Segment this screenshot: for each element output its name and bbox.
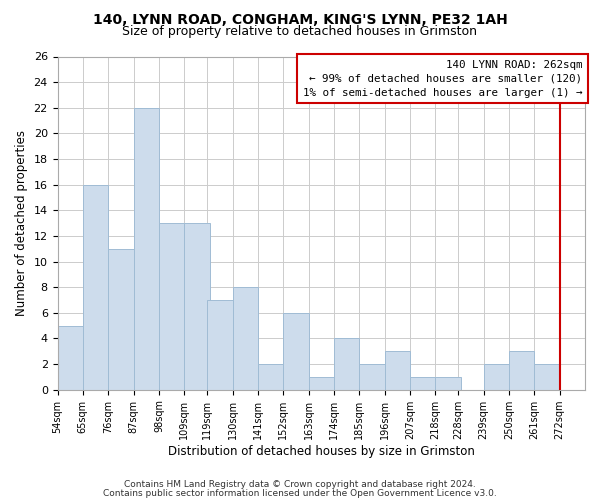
Bar (535, 364, 560, 390)
Bar (134, 108, 159, 390)
Bar (334, 338, 359, 390)
Bar (385, 352, 410, 390)
Text: 140 LYNN ROAD: 262sqm
← 99% of detached houses are smaller (120)
1% of semi-deta: 140 LYNN ROAD: 262sqm ← 99% of detached … (303, 60, 583, 98)
Bar (435, 377, 461, 390)
Bar (58, 326, 83, 390)
Bar (108, 248, 134, 390)
Bar (509, 352, 535, 390)
Bar (207, 300, 233, 390)
Text: Contains public sector information licensed under the Open Government Licence v3: Contains public sector information licen… (103, 488, 497, 498)
Bar (359, 364, 385, 390)
Bar (484, 364, 509, 390)
X-axis label: Distribution of detached houses by size in Grimston: Distribution of detached houses by size … (168, 444, 475, 458)
Bar (308, 377, 334, 390)
Bar (184, 223, 209, 390)
Bar (83, 184, 108, 390)
Bar (410, 377, 435, 390)
Text: 140, LYNN ROAD, CONGHAM, KING'S LYNN, PE32 1AH: 140, LYNN ROAD, CONGHAM, KING'S LYNN, PE… (92, 12, 508, 26)
Bar (283, 313, 308, 390)
Text: Contains HM Land Registry data © Crown copyright and database right 2024.: Contains HM Land Registry data © Crown c… (124, 480, 476, 489)
Bar (159, 223, 184, 390)
Bar (233, 287, 258, 390)
Bar (258, 364, 283, 390)
Y-axis label: Number of detached properties: Number of detached properties (15, 130, 28, 316)
Text: Size of property relative to detached houses in Grimston: Size of property relative to detached ho… (122, 25, 478, 38)
